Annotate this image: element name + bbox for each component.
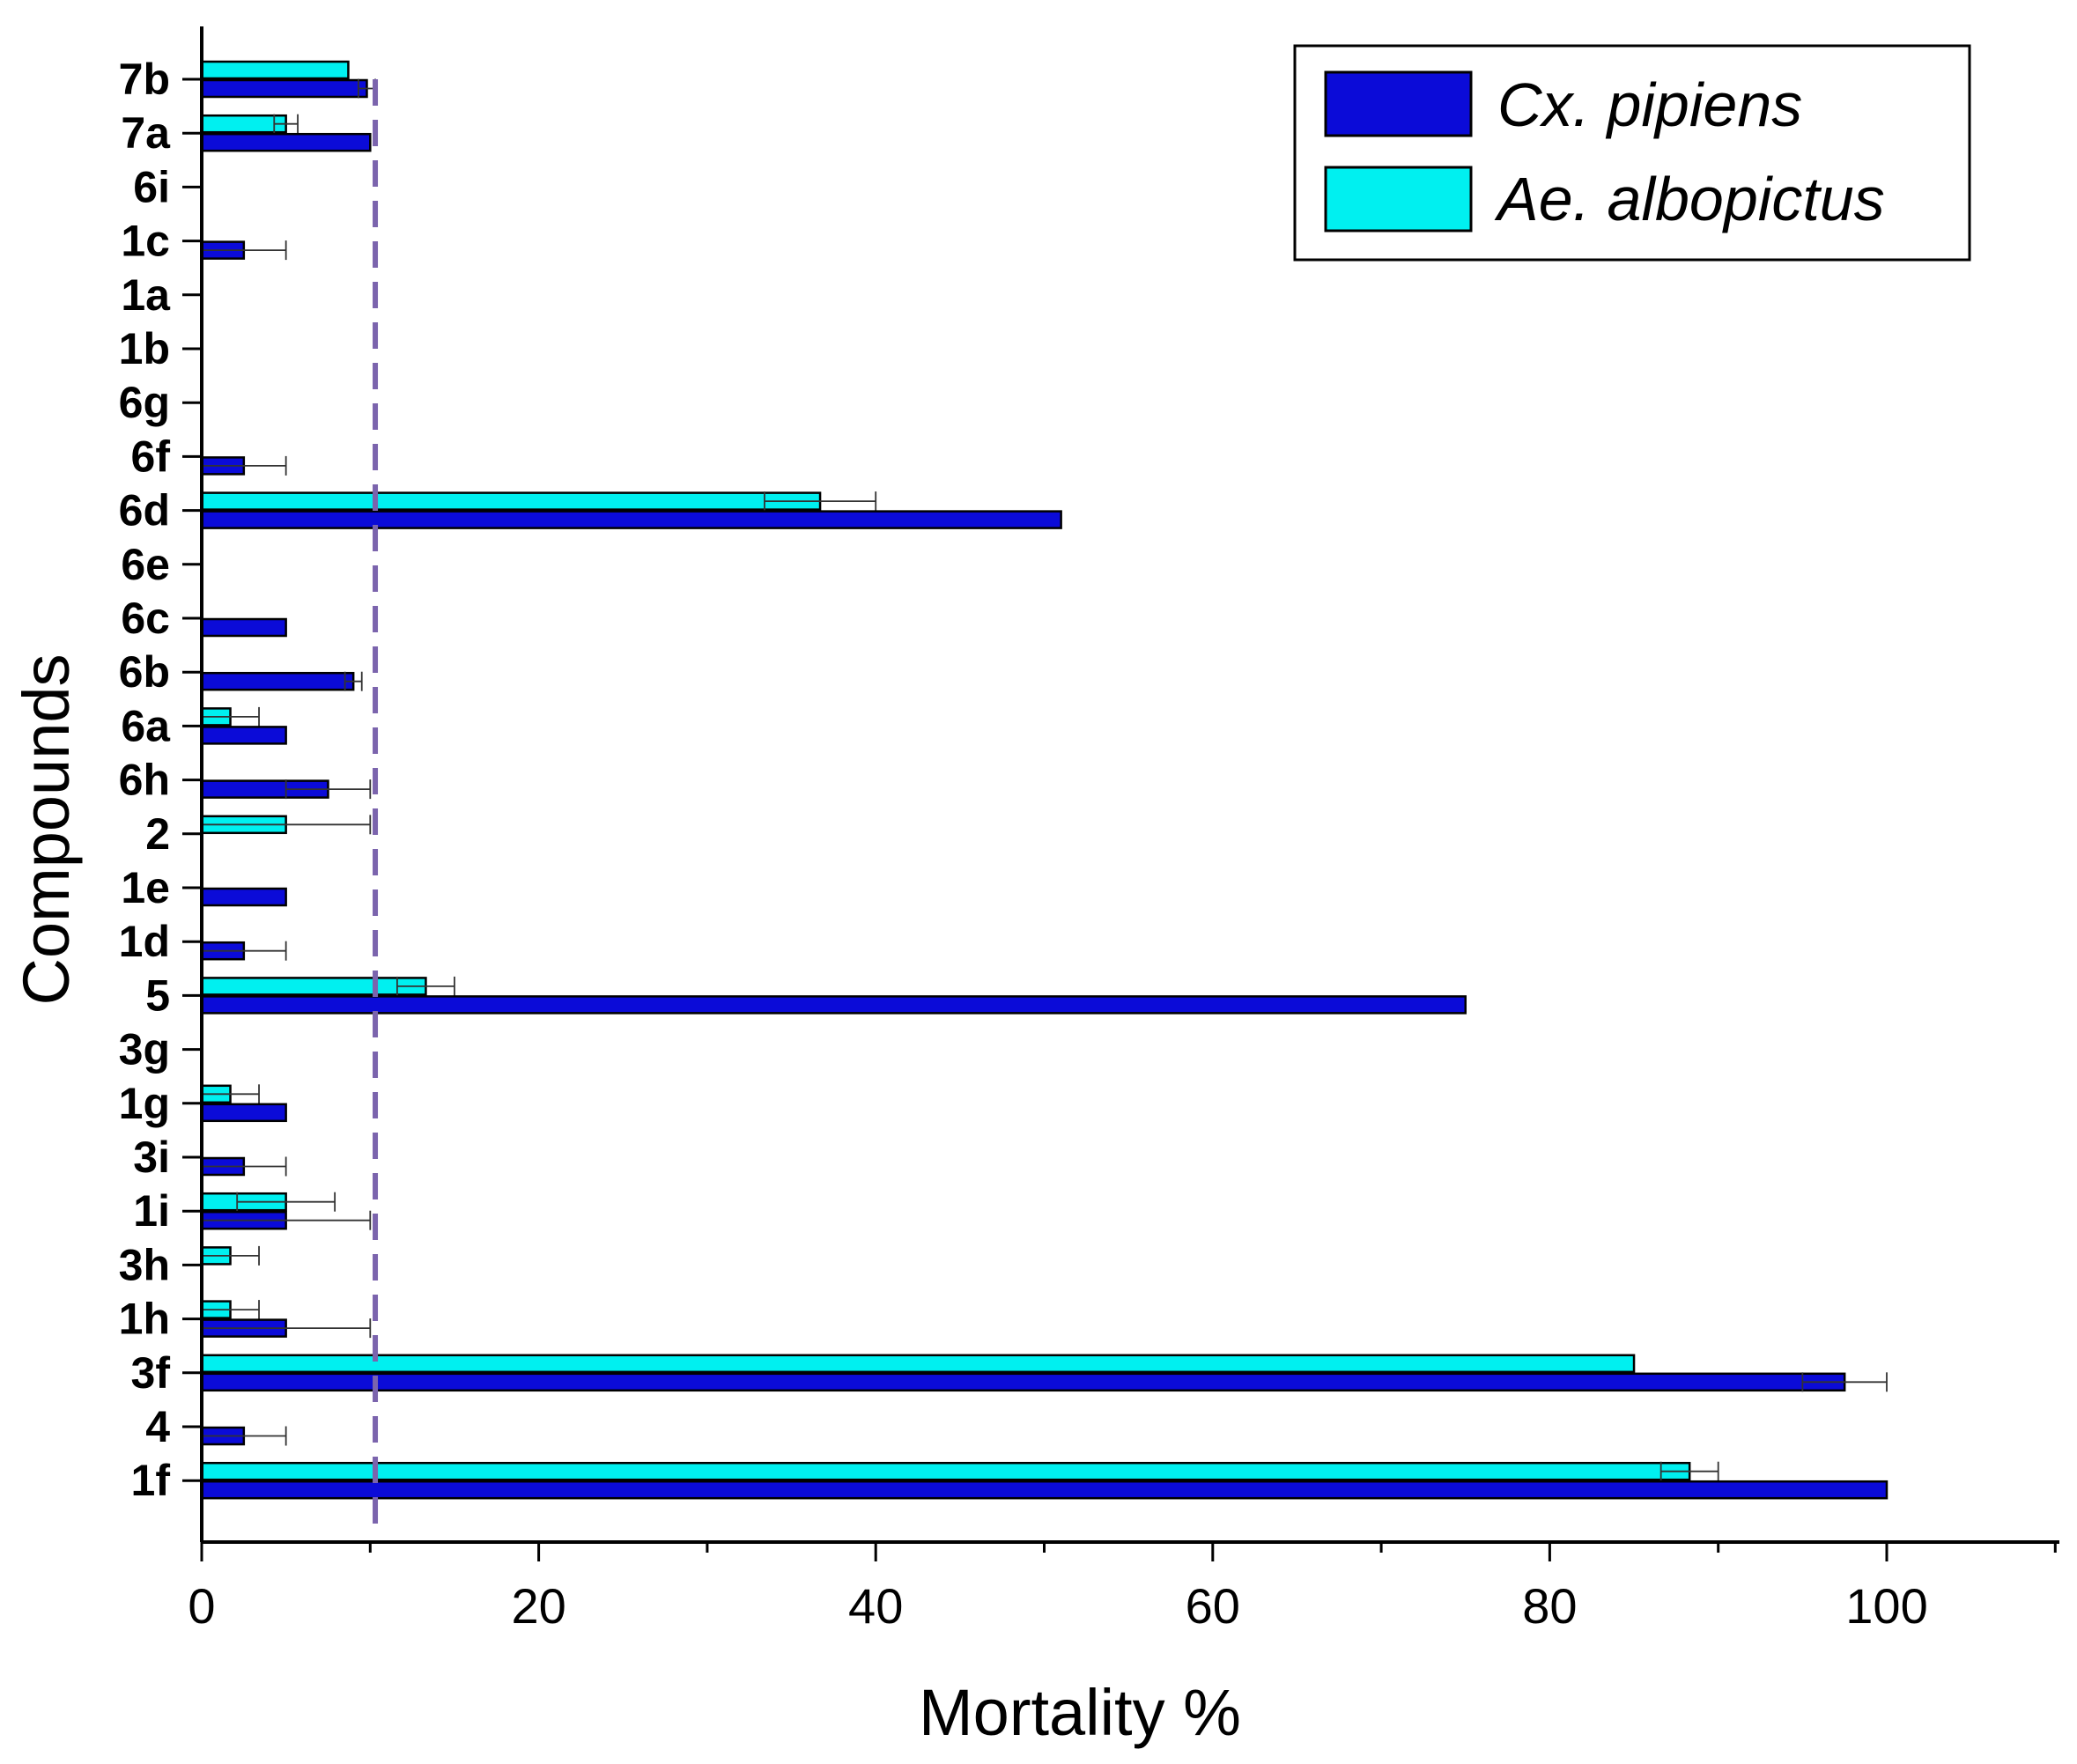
category-label-5: 5 <box>145 971 170 1020</box>
category-label-3f: 3f <box>131 1348 171 1398</box>
category-label-6b: 6b <box>119 647 170 697</box>
bars-layer <box>200 60 1889 1537</box>
x-tick-label-60: 60 <box>1186 1578 1240 1634</box>
category-label-1g: 1g <box>119 1079 170 1128</box>
bar-cx-pipiens-3f <box>200 1372 1846 1392</box>
category-label-1e: 1e <box>121 863 170 912</box>
category-label-6h: 6h <box>119 756 170 805</box>
category-label-6c: 6c <box>121 594 170 643</box>
category-label-2: 2 <box>145 809 170 859</box>
category-label-3h: 3h <box>119 1240 170 1289</box>
y-axis-title: Compounds <box>10 653 83 1005</box>
bar-ae-albopictus-7b <box>200 60 350 80</box>
bar-ae-albopictus-7a <box>200 114 287 134</box>
legend-swatch-ae-albopictus <box>1324 166 1473 232</box>
bar-cx-pipiens-6a <box>200 726 287 745</box>
category-label-7b: 7b <box>119 55 170 104</box>
bar-ae-albopictus-5 <box>200 977 427 996</box>
axes-layer <box>200 26 2059 1544</box>
bar-cx-pipiens-7a <box>200 132 372 152</box>
x-tick-label-100: 100 <box>1845 1578 1927 1634</box>
bar-cx-pipiens-7b <box>200 78 368 99</box>
category-label-3i: 3i <box>133 1133 170 1182</box>
bar-cx-pipiens-6d <box>200 510 1062 529</box>
bar-cx-pipiens-1f <box>200 1480 1889 1500</box>
bar-cx-pipiens-6c <box>200 617 287 638</box>
legend-label-cx-pipiens: Cx. pipiens <box>1497 70 1802 139</box>
bar-cx-pipiens-6b <box>200 671 355 691</box>
category-label-1d: 1d <box>119 917 170 966</box>
bar-ae-albopictus-6d <box>200 491 822 511</box>
category-label-6d: 6d <box>119 486 170 535</box>
category-label-1c: 1c <box>121 217 170 266</box>
category-label-1f: 1f <box>131 1456 171 1505</box>
category-label-6f: 6f <box>131 432 171 481</box>
category-label-6g: 6g <box>119 378 170 427</box>
bar-ae-albopictus-3f <box>200 1354 1636 1374</box>
legend-label-ae-albopictus: Ae. albopictus <box>1494 165 1885 233</box>
bar-cx-pipiens-1g <box>200 1103 287 1123</box>
x-tick-label-20: 20 <box>511 1578 565 1634</box>
x-tick-label-80: 80 <box>1522 1578 1577 1634</box>
x-axis-title: Mortality % <box>919 1676 1241 1749</box>
category-label-3g: 3g <box>119 1025 170 1074</box>
category-label-6e: 6e <box>121 540 170 589</box>
category-label-1a: 1a <box>121 270 171 320</box>
category-label-4: 4 <box>145 1402 170 1451</box>
category-label-6a: 6a <box>121 701 171 750</box>
category-label-1b: 1b <box>119 324 170 373</box>
bar-cx-pipiens-5 <box>200 995 1467 1015</box>
category-label-1h: 1h <box>119 1295 170 1344</box>
legend: Cx. pipiens Ae. albopictus <box>1293 44 1971 262</box>
category-label-7a: 7a <box>121 108 171 158</box>
x-tick-label-0: 0 <box>188 1578 215 1634</box>
legend-swatch-cx-pipiens <box>1324 70 1473 137</box>
x-tick-label-40: 40 <box>848 1578 903 1634</box>
bar-cx-pipiens-1e <box>200 887 287 907</box>
category-label-1i: 1i <box>133 1186 170 1236</box>
category-label-6i: 6i <box>133 162 170 211</box>
bar-ae-albopictus-1f <box>200 1461 1691 1481</box>
